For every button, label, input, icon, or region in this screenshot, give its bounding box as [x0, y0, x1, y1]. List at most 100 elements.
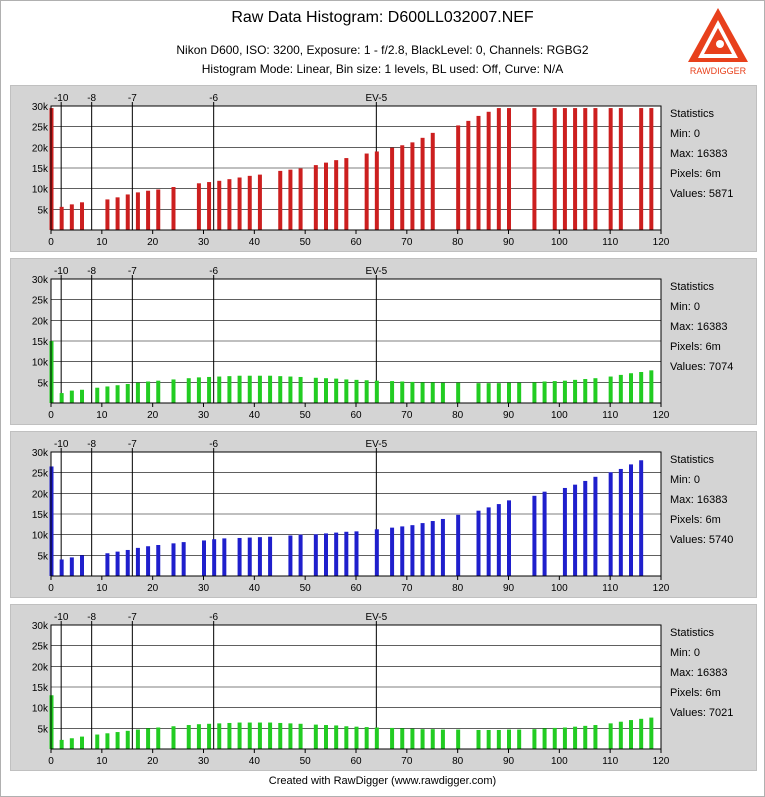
histogram-bar	[278, 170, 283, 230]
x-tick-label: 90	[503, 583, 515, 594]
statistics-box-b: Statistics Min: 0 Max: 16383 Pixels: 6m …	[670, 450, 733, 550]
y-tick-label: 30k	[32, 621, 49, 632]
histogram-bar	[334, 160, 339, 230]
histogram-bar	[212, 539, 217, 576]
y-tick-label: 20k	[32, 662, 49, 673]
y-tick-label: 25k	[32, 123, 49, 134]
histogram-bar	[69, 204, 74, 230]
histogram-bar	[639, 460, 644, 576]
statistics-box-g2: Statistics Min: 0 Max: 16383 Pixels: 6m …	[670, 623, 733, 723]
histogram-bar	[196, 724, 201, 749]
y-tick-label: 25k	[32, 642, 49, 653]
histogram-bar	[629, 464, 633, 576]
histogram-bar	[69, 738, 74, 749]
histogram-bar	[247, 722, 252, 749]
x-tick-label: 30	[198, 237, 210, 248]
histogram-bar	[456, 514, 461, 576]
histogram-bar	[476, 115, 481, 230]
histogram-bar	[420, 382, 425, 403]
histogram-bar	[59, 559, 64, 576]
histogram-bar	[324, 533, 328, 576]
histogram-bar	[649, 108, 654, 230]
x-tick-label: 30	[198, 410, 210, 421]
x-tick-label: 60	[350, 583, 362, 594]
histogram-bar	[440, 518, 445, 576]
x-tick-label: 60	[350, 237, 362, 248]
histogram-bar	[334, 532, 339, 576]
logo-text: RAWDIGGER	[690, 66, 747, 76]
y-tick-label: 25k	[32, 296, 49, 307]
histogram-bar	[583, 725, 588, 749]
x-tick-label: 0	[48, 756, 54, 767]
histogram-bar	[573, 108, 578, 230]
histogram-bar	[466, 120, 471, 230]
histogram-bar	[562, 727, 567, 749]
x-tick-label: 100	[551, 756, 568, 767]
histogram-bar	[583, 480, 588, 576]
histogram-bar	[430, 729, 435, 749]
x-tick-label: 10	[96, 583, 108, 594]
histogram-bar	[542, 728, 547, 749]
histogram-bar	[227, 722, 232, 749]
y-tick-label: 5k	[37, 724, 49, 735]
histogram-bar	[313, 377, 318, 403]
x-tick-label: 70	[401, 583, 413, 594]
histogram-bar	[410, 728, 415, 749]
histogram-bar	[80, 555, 84, 576]
histogram-plot-r: 5k 10k 15k 20k 25k 30k -10 -8 -7 -6 EV-5 0 10 20 30 40 5…	[32, 93, 670, 248]
ev-marker-label: -6	[209, 266, 218, 277]
histogram-bar	[593, 725, 598, 749]
histogram-bar	[344, 726, 349, 749]
stats-title: Statistics	[670, 281, 715, 293]
histogram-bar	[410, 525, 415, 576]
histogram-bar	[573, 484, 578, 576]
x-tick-label: 70	[401, 756, 413, 767]
histogram-bar	[400, 728, 405, 749]
x-tick-label: 90	[503, 410, 515, 421]
histogram-bar	[247, 537, 252, 576]
histogram-bar	[476, 510, 481, 576]
y-tick-label: 25k	[32, 469, 49, 480]
x-tick-label: 50	[300, 583, 312, 594]
histogram-bar	[207, 723, 212, 749]
ev-marker-label: -6	[209, 93, 218, 104]
ev-marker-label: -7	[128, 266, 137, 277]
x-tick-label: 20	[147, 756, 159, 767]
histogram-bar	[146, 381, 151, 403]
x-tick-label: 120	[653, 237, 670, 248]
histogram-bar	[410, 142, 415, 230]
histogram-bar	[105, 386, 110, 403]
y-tick-label: 30k	[32, 102, 49, 113]
stats-max: Max: 16383	[670, 148, 728, 160]
stats-pixels: Pixels: 6m	[670, 341, 721, 353]
histogram-bar	[288, 169, 293, 230]
histogram-bar	[354, 531, 359, 576]
histogram-bar	[278, 376, 283, 403]
histogram-bar	[135, 729, 140, 749]
histogram-bar	[593, 108, 598, 230]
histogram-bar	[649, 717, 654, 749]
histogram-bar	[456, 382, 461, 403]
histogram-bar	[202, 540, 206, 576]
ev-marker-label: EV-5	[365, 93, 387, 104]
stats-values: Values: 7074	[670, 361, 734, 373]
histogram-bar	[288, 723, 293, 749]
histogram-bar	[268, 375, 273, 403]
histogram-bar	[59, 739, 64, 749]
histogram-bar	[420, 523, 425, 576]
x-tick-label: 120	[653, 756, 670, 767]
ev-marker-label: -6	[209, 612, 218, 623]
histogram-bar	[430, 521, 435, 576]
histogram-bar	[420, 137, 425, 230]
histogram-bar	[186, 725, 191, 749]
y-tick-label: 15k	[32, 337, 49, 348]
histogram-bar	[573, 726, 578, 749]
histogram-bar	[562, 108, 567, 230]
histogram-bar	[217, 180, 222, 230]
histogram-bar	[354, 379, 359, 403]
x-tick-label: 120	[653, 583, 670, 594]
histogram-bar	[146, 728, 151, 749]
x-tick-label: 50	[300, 410, 312, 421]
ev-marker-label: EV-5	[365, 439, 387, 450]
y-tick-label: 10k	[32, 358, 49, 369]
